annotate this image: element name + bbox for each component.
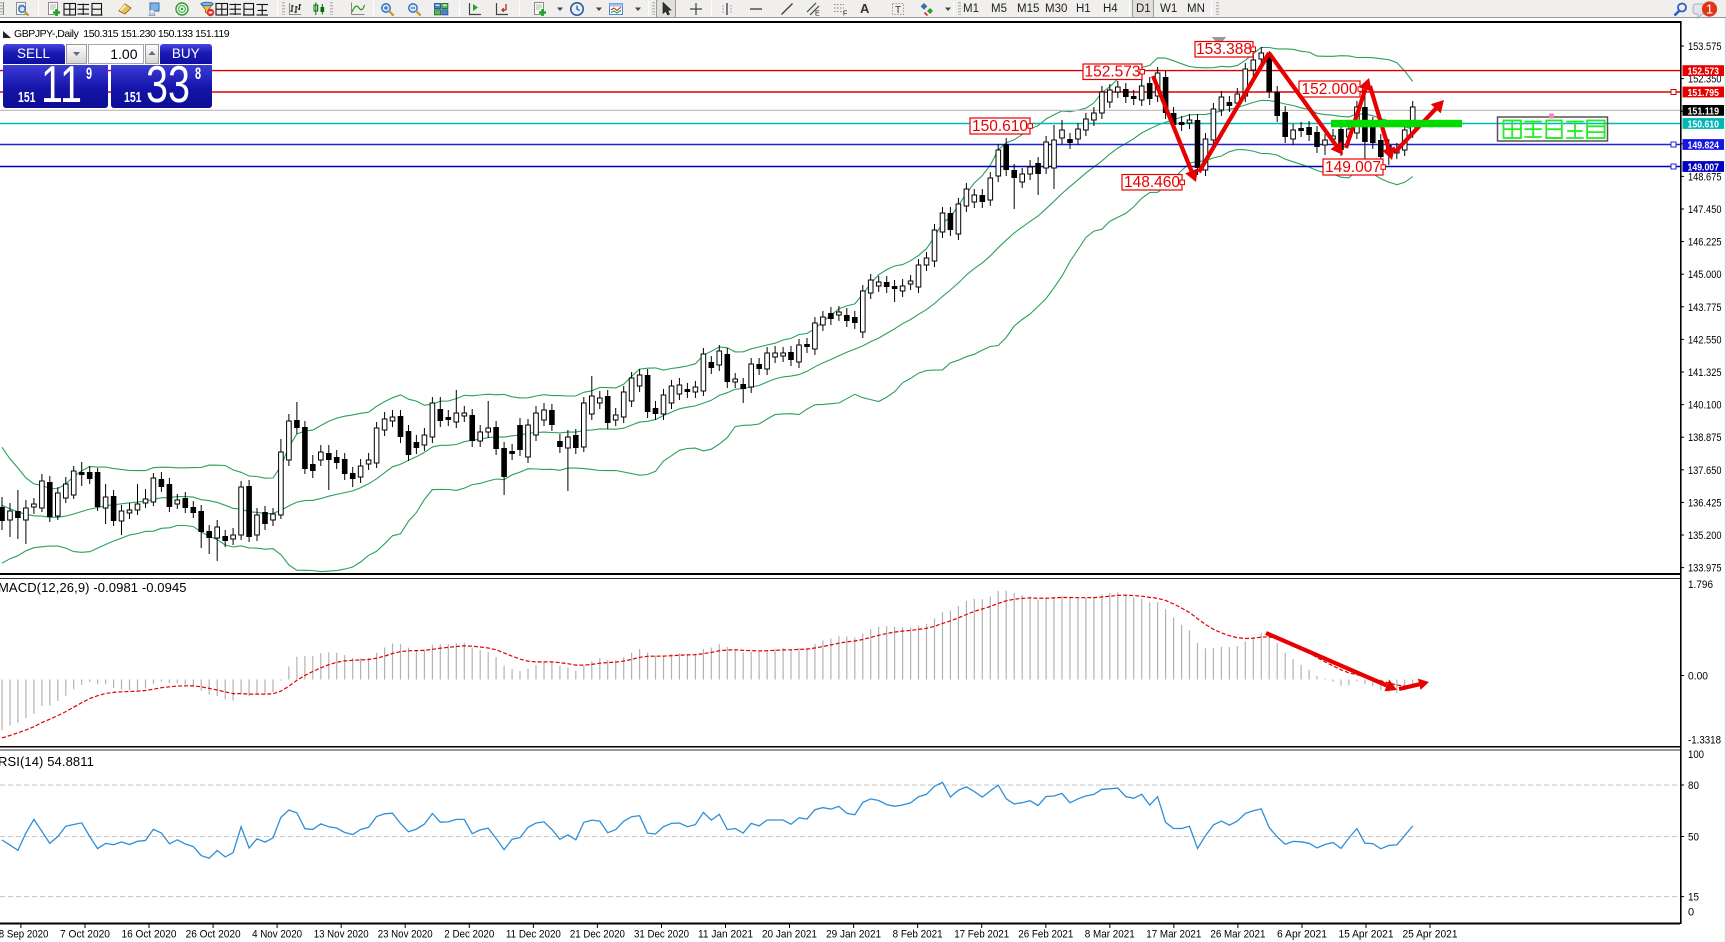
svg-text:153.388: 153.388: [1196, 41, 1252, 58]
svg-text:152.350: 152.350: [1688, 74, 1722, 86]
svg-text:8 Mar 2021: 8 Mar 2021: [1085, 929, 1135, 941]
svg-text:26 Mar 2021: 26 Mar 2021: [1210, 929, 1265, 941]
svg-text:133.975: 133.975: [1688, 563, 1722, 575]
svg-text:11 Jan 2021: 11 Jan 2021: [698, 929, 753, 941]
svg-text:149.824: 149.824: [1688, 139, 1720, 151]
svg-text:4 Nov 2020: 4 Nov 2020: [252, 929, 302, 941]
svg-text:-1.3318: -1.3318: [1688, 735, 1721, 747]
svg-text:26 Oct 2020: 26 Oct 2020: [186, 929, 241, 941]
svg-text:143.775: 143.775: [1688, 302, 1722, 314]
svg-text:11 Dec 2020: 11 Dec 2020: [506, 929, 561, 941]
svg-text:149.007: 149.007: [1325, 159, 1381, 176]
svg-text:151.119: 151.119: [1688, 105, 1720, 117]
svg-text:T: T: [895, 5, 901, 16]
svg-text:145.000: 145.000: [1688, 269, 1722, 281]
svg-text:150.610: 150.610: [1688, 118, 1720, 130]
svg-text:1.796: 1.796: [1688, 579, 1713, 591]
svg-text:21 Dec 2020: 21 Dec 2020: [570, 929, 625, 941]
svg-text:6 Apr 2021: 6 Apr 2021: [1277, 929, 1327, 941]
svg-text:MACD(12,26,9) -0.0981 -0.0945: MACD(12,26,9) -0.0981 -0.0945: [0, 580, 187, 595]
svg-text:F: F: [843, 11, 847, 18]
svg-text:142.550: 142.550: [1688, 334, 1722, 346]
svg-text:152.573: 152.573: [1688, 66, 1720, 78]
svg-text:20 Jan 2021: 20 Jan 2021: [762, 929, 817, 941]
svg-text:152.000: 152.000: [1301, 81, 1357, 98]
svg-text:80: 80: [1688, 780, 1699, 792]
svg-text:140.100: 140.100: [1688, 400, 1722, 412]
svg-text:148.460: 148.460: [1124, 174, 1180, 191]
svg-text:25 Apr 2021: 25 Apr 2021: [1403, 929, 1458, 941]
svg-text:0.00: 0.00: [1688, 671, 1708, 683]
svg-text:138.875: 138.875: [1688, 432, 1722, 444]
svg-text:1: 1: [1706, 2, 1713, 17]
svg-text:152.573: 152.573: [1084, 64, 1140, 81]
svg-text:15: 15: [1688, 892, 1699, 904]
svg-text:28 Sep 2020: 28 Sep 2020: [0, 929, 48, 941]
svg-text:2 Dec 2020: 2 Dec 2020: [444, 929, 494, 941]
svg-text:26 Feb 2021: 26 Feb 2021: [1018, 929, 1073, 941]
svg-text:137.650: 137.650: [1688, 465, 1722, 477]
svg-text:17 Mar 2021: 17 Mar 2021: [1146, 929, 1201, 941]
svg-text:50: 50: [1688, 832, 1699, 844]
svg-text:136.425: 136.425: [1688, 497, 1722, 509]
svg-text:29 Jan 2021: 29 Jan 2021: [826, 929, 881, 941]
svg-text:23 Nov 2020: 23 Nov 2020: [378, 929, 433, 941]
svg-text:150.610: 150.610: [972, 118, 1028, 135]
svg-text:153.575: 153.575: [1688, 41, 1722, 53]
svg-text:146.225: 146.225: [1688, 237, 1722, 249]
svg-text:135.200: 135.200: [1688, 530, 1722, 542]
svg-text:149.007: 149.007: [1688, 161, 1720, 173]
svg-text:147.450: 147.450: [1688, 204, 1722, 216]
svg-text:31 Dec 2020: 31 Dec 2020: [634, 929, 689, 941]
svg-text:100: 100: [1688, 749, 1704, 761]
svg-text:16 Oct 2020: 16 Oct 2020: [122, 929, 177, 941]
svg-text:7 Oct 2020: 7 Oct 2020: [60, 929, 110, 941]
svg-text:151.795: 151.795: [1688, 87, 1720, 99]
svg-text:17 Feb 2021: 17 Feb 2021: [954, 929, 1009, 941]
svg-text:8 Feb 2021: 8 Feb 2021: [893, 929, 943, 941]
svg-text:0: 0: [1688, 907, 1694, 919]
svg-text:13 Nov 2020: 13 Nov 2020: [314, 929, 369, 941]
svg-text:RSI(14) 54.8811: RSI(14) 54.8811: [0, 754, 94, 769]
svg-text:141.325: 141.325: [1688, 367, 1722, 379]
svg-text:E: E: [815, 11, 820, 18]
svg-text:148.675: 148.675: [1688, 171, 1722, 183]
svg-text:15 Apr 2021: 15 Apr 2021: [1339, 929, 1394, 941]
